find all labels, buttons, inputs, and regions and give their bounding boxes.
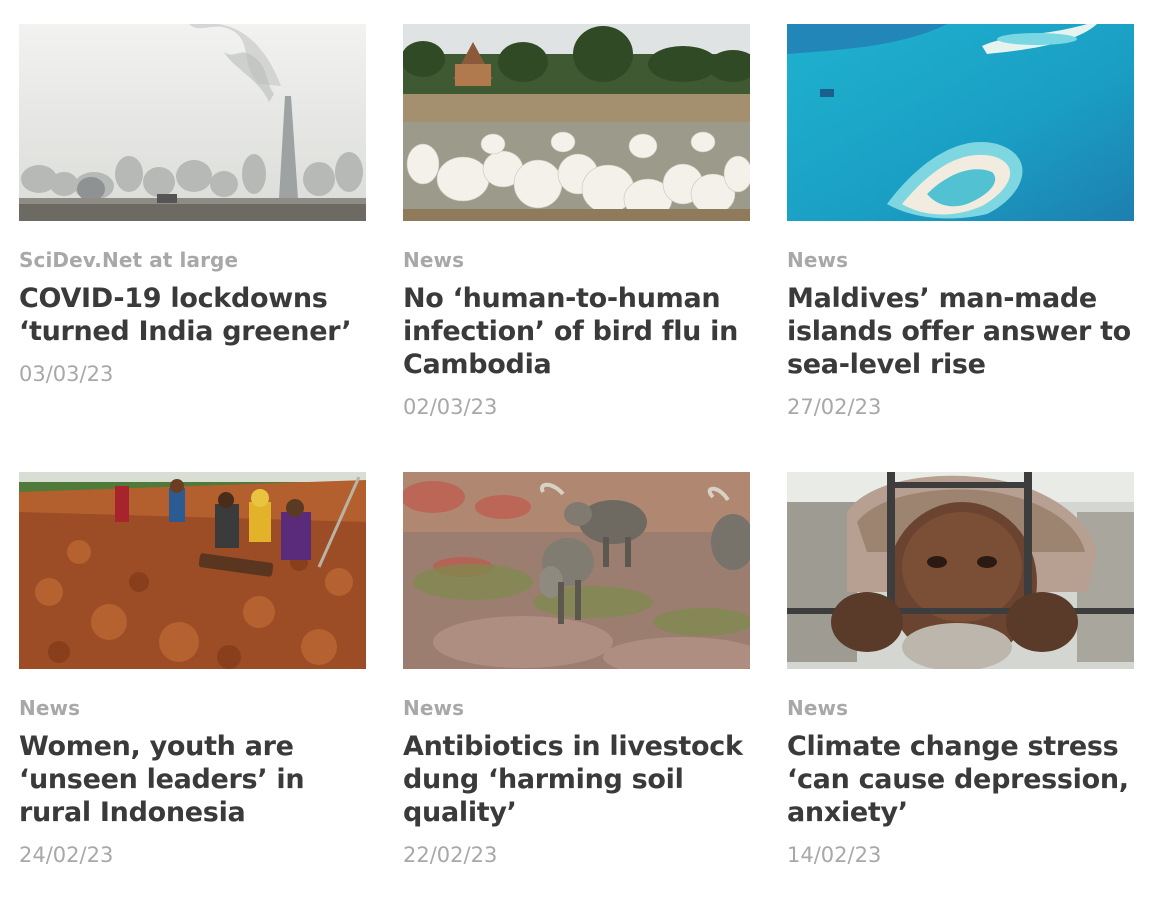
article-card[interactable]: News Climate change stress ‘can cause de… [787, 472, 1134, 872]
article-category[interactable]: News [787, 696, 849, 720]
aerial-islands-image [787, 24, 1134, 221]
article-category[interactable]: News [787, 248, 849, 272]
article-title[interactable]: Maldives’ man-made islands offer answer … [787, 283, 1131, 380]
article-title[interactable]: Climate change stress ‘can cause depress… [787, 731, 1129, 828]
article-date: 27/02/23 [787, 395, 882, 419]
cocoa-drying-image [19, 472, 366, 669]
article-image-link[interactable] [19, 472, 366, 669]
man-frame-image [787, 472, 1134, 669]
article-image-link[interactable] [403, 24, 750, 221]
article-image-link[interactable] [19, 24, 366, 221]
article-card[interactable]: News Maldives’ man-made islands offer an… [787, 24, 1134, 434]
article-date: 14/02/23 [787, 843, 882, 867]
article-card[interactable]: News Women, youth are ‘unseen leaders’ i… [19, 472, 366, 872]
ducks-flock-image [403, 24, 750, 221]
article-title[interactable]: No ‘human-to-human infection’ of bird fl… [403, 283, 739, 380]
article-category[interactable]: News [19, 696, 81, 720]
article-date: 02/03/23 [403, 395, 498, 419]
article-image-link[interactable] [787, 472, 1134, 669]
article-title[interactable]: Women, youth are ‘unseen leaders’ in rur… [19, 731, 305, 828]
article-card[interactable]: News Antibiotics in livestock dung ‘harm… [403, 472, 750, 872]
article-card[interactable]: News No ‘human-to-human infection’ of bi… [403, 24, 750, 434]
article-image-link[interactable] [403, 472, 750, 669]
article-date: 03/03/23 [19, 362, 114, 386]
article-date: 24/02/23 [19, 843, 114, 867]
article-card[interactable]: SciDev.Net at large COVID-19 lockdowns ‘… [19, 24, 366, 404]
article-category[interactable]: News [403, 696, 465, 720]
article-category[interactable]: SciDev.Net at large [19, 248, 239, 272]
article-date: 22/02/23 [403, 843, 498, 867]
article-title[interactable]: COVID-19 lockdowns ‘turned India greener… [19, 283, 352, 347]
article-image-link[interactable] [787, 24, 1134, 221]
factory-smokestack-image [19, 24, 366, 221]
article-category[interactable]: News [403, 248, 465, 272]
article-title[interactable]: Antibiotics in livestock dung ‘harming s… [403, 731, 743, 828]
goats-grazing-image [403, 472, 750, 669]
